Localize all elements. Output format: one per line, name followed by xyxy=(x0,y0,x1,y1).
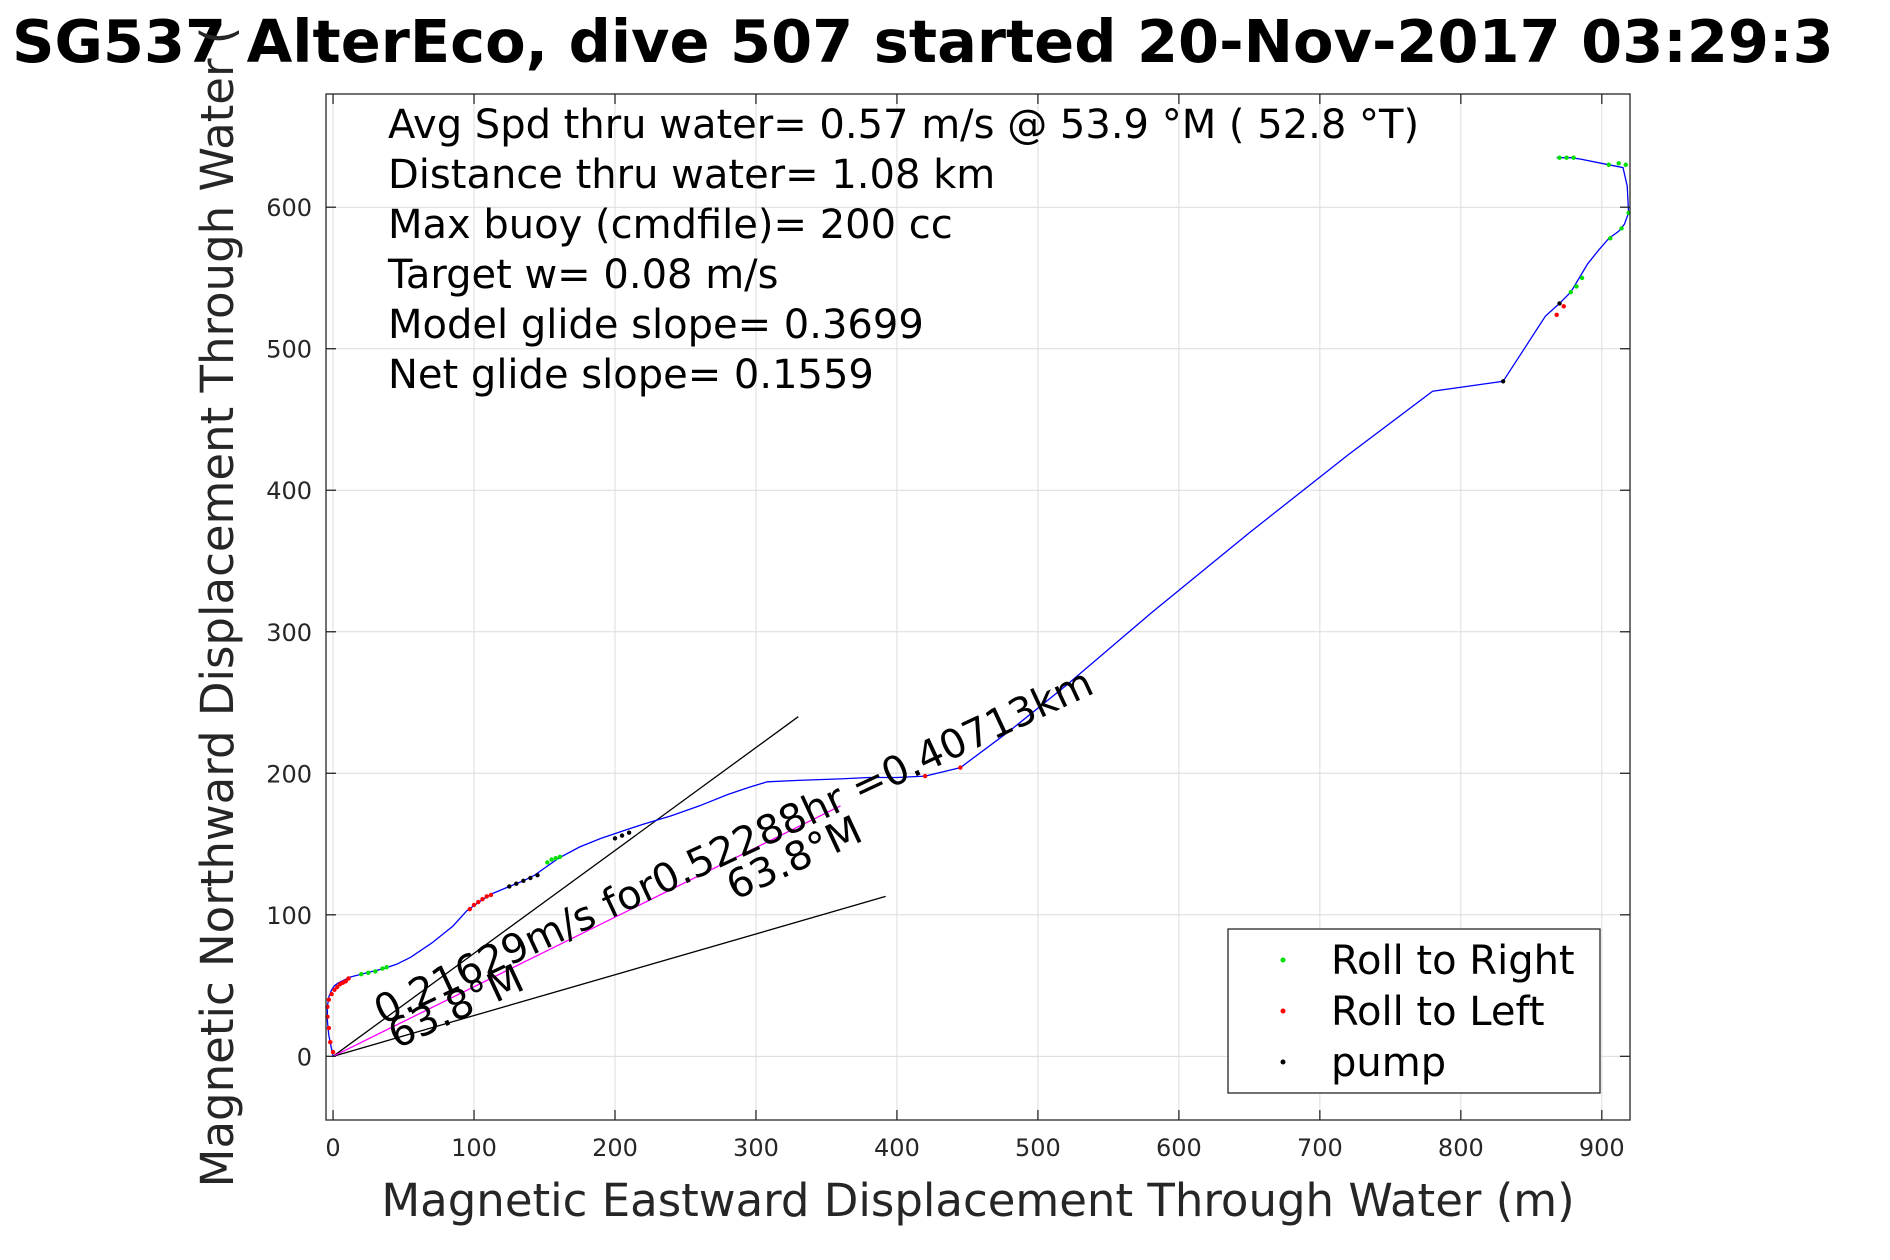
series-0-point xyxy=(1568,289,1573,295)
series-0-point xyxy=(1623,162,1628,167)
series-0-point xyxy=(380,966,385,971)
series-1-point xyxy=(328,1039,333,1045)
series-0-point xyxy=(1574,284,1579,289)
series-1-point xyxy=(484,894,489,899)
series-2-point xyxy=(514,881,519,886)
series-2-point xyxy=(1500,379,1506,384)
series-1-point xyxy=(332,987,337,993)
info-line: Net glide slope= 0.1559 xyxy=(388,352,874,398)
series-0-point xyxy=(1579,275,1585,281)
series-0-point xyxy=(549,857,554,862)
series-1-point xyxy=(330,1049,336,1055)
legend-marker xyxy=(1280,957,1286,963)
series-1-point xyxy=(326,1025,332,1031)
series-1-point xyxy=(329,991,334,997)
info-line: Avg Spd thru water= 0.57 m/s @ 53.9 °M (… xyxy=(388,102,1419,148)
y-tick-label: 100 xyxy=(266,902,312,930)
series-0-point xyxy=(545,860,550,865)
series-1-point xyxy=(476,899,481,905)
x-tick-label: 900 xyxy=(1579,1134,1625,1162)
chart-title: SG537 AlterEco, dive 507 started 20-Nov-… xyxy=(12,7,1834,76)
series-0-point xyxy=(1557,155,1562,160)
series-0-point xyxy=(1616,161,1621,166)
series-layer xyxy=(325,155,1631,1057)
legend-marker xyxy=(1280,1008,1286,1014)
y-tick-label: 500 xyxy=(266,336,312,364)
series-1-point xyxy=(467,906,472,912)
plot-frame xyxy=(325,93,1631,1121)
x-tick-label: 300 xyxy=(733,1134,779,1162)
series-2-point xyxy=(521,878,526,884)
info-line: Distance thru water= 1.08 km xyxy=(388,152,995,198)
legend-box xyxy=(1227,928,1601,1094)
series-0-point xyxy=(366,970,371,976)
info-text-block: Avg Spd thru water= 0.57 m/s @ 53.9 °M (… xyxy=(387,102,1419,398)
series-1-point xyxy=(1561,304,1566,309)
series-1-point xyxy=(958,765,963,770)
info-line: Max buoy (cmdfile)= 200 cc xyxy=(388,202,953,248)
x-tick-label: 700 xyxy=(1297,1134,1343,1162)
x-tick-label: 400 xyxy=(874,1134,920,1162)
legend: Roll to Right Roll to Left pump xyxy=(1227,928,1601,1094)
series-2-point xyxy=(507,884,512,889)
y-tick-label: 200 xyxy=(266,760,312,788)
x-tick-label: 600 xyxy=(1156,1134,1202,1162)
y-tick-label: 300 xyxy=(266,619,312,647)
upper-bound-line xyxy=(332,716,799,1057)
series-1-point xyxy=(335,984,340,990)
series-0-point xyxy=(373,969,378,974)
current-vector-line xyxy=(332,805,841,1057)
info-line: Target w= 0.08 m/s xyxy=(387,252,778,298)
y-axis-label: Magnetic Northward Displacement Through … xyxy=(191,27,244,1188)
series-1-point xyxy=(326,997,332,1002)
series-2-point xyxy=(626,830,632,835)
series-2-point xyxy=(612,836,618,841)
info-line: Model glide slope= 0.3699 xyxy=(388,302,924,348)
series-0-point xyxy=(557,854,563,859)
legend-marker xyxy=(1280,1059,1286,1065)
series-1-point xyxy=(471,902,477,908)
series-0-point xyxy=(1608,236,1613,241)
y-tick-label: 400 xyxy=(266,477,312,505)
series-0-point xyxy=(1564,155,1569,160)
x-tick-label: 0 xyxy=(325,1134,340,1162)
legend-entry: Roll to Left xyxy=(1331,989,1545,1035)
legend-entry: Roll to Right xyxy=(1331,938,1575,984)
x-tick-label: 500 xyxy=(1015,1134,1061,1162)
series-1-point xyxy=(480,897,485,902)
series-0-point xyxy=(359,972,364,977)
series-2-point xyxy=(528,875,533,881)
series-1-point xyxy=(488,892,494,898)
series-2-point xyxy=(535,872,540,878)
x-axis-label: Magnetic Eastward Displacement Through W… xyxy=(381,1174,1574,1227)
series-0-point xyxy=(1619,226,1624,231)
series-0-point xyxy=(1571,155,1576,160)
x-tick-label: 100 xyxy=(451,1134,497,1162)
series-0-point xyxy=(553,855,558,861)
lower-bound-line xyxy=(332,895,886,1057)
x-tick-label: 800 xyxy=(1438,1134,1484,1162)
series-0-point xyxy=(384,964,389,970)
series-1-point xyxy=(346,976,351,981)
series-0-point xyxy=(1606,162,1612,167)
series-2-point xyxy=(1557,301,1562,306)
y-tick-label: 0 xyxy=(297,1043,312,1071)
y-tick-label: 600 xyxy=(266,194,312,222)
legend-entry: pump xyxy=(1331,1040,1446,1086)
series-1-point xyxy=(922,773,928,779)
x-tick-label: 200 xyxy=(592,1134,638,1162)
series-1-point xyxy=(1554,312,1559,317)
axis-ticks: 0 100 200 300 400 500 600 700 800 900 0 100 200 300 40… xyxy=(266,94,1630,1162)
series-2-point xyxy=(619,833,625,838)
series-1-point xyxy=(343,979,348,984)
